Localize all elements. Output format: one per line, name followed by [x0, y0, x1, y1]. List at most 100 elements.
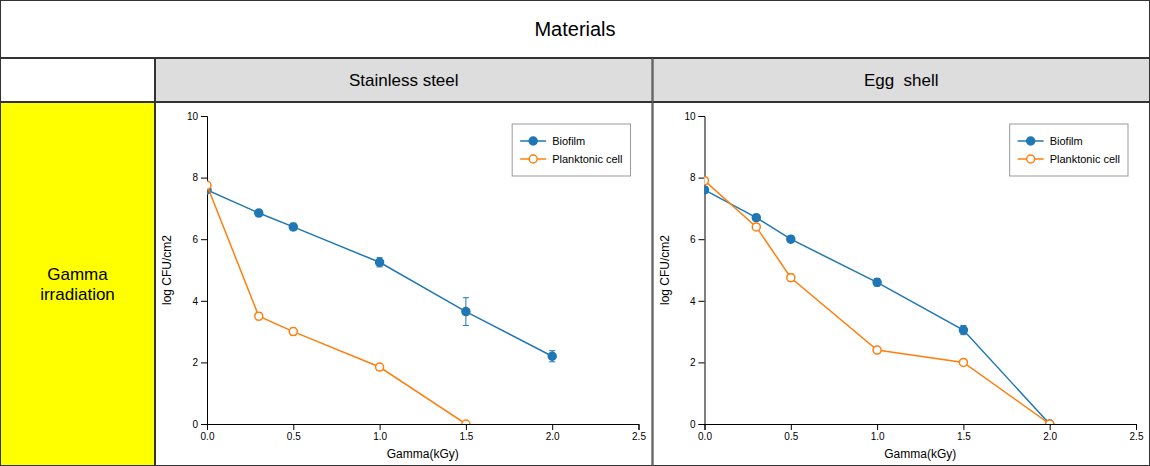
- marker: [255, 312, 263, 320]
- tick-label: 2: [690, 357, 696, 368]
- line: [207, 185, 466, 424]
- line: [705, 190, 1050, 424]
- marker: [255, 209, 263, 217]
- marker: [959, 358, 967, 366]
- tick-label: 10: [684, 111, 696, 122]
- tick-label: 1.5: [957, 431, 971, 442]
- line: [207, 190, 552, 356]
- tick-mark: [791, 424, 792, 430]
- tick-mark: [963, 424, 964, 430]
- error-bar: [256, 210, 262, 216]
- series: [705, 186, 1054, 424]
- marker: [289, 328, 297, 336]
- tick: 2: [690, 357, 705, 368]
- legend-swatch: [529, 137, 537, 145]
- x-axis: 0.0 0.5 1.0 1.5 2.0 2.5: [698, 424, 1144, 442]
- tick: 1.0: [871, 424, 885, 442]
- error-bar: [377, 364, 383, 370]
- legend-swatch: [1027, 155, 1035, 163]
- tick: 2.5: [632, 424, 646, 442]
- legend-frame: [1010, 124, 1128, 176]
- x-axis-title: Gamma(kGy): [387, 447, 459, 461]
- legend-label: Planktonic cell: [552, 153, 622, 165]
- error-bar: [788, 274, 794, 281]
- marker: [462, 420, 470, 424]
- tick: 1.5: [957, 424, 971, 442]
- tick: 0.5: [784, 424, 798, 442]
- tick-label: 2.5: [1130, 431, 1144, 442]
- axis-line: [699, 117, 706, 425]
- tick-mark: [201, 239, 207, 240]
- panel-title: Stainless steel: [349, 71, 459, 90]
- plot: 0.00.51.01.52.02.50246810Gamma(kGy)log C…: [160, 111, 646, 461]
- tick: 2: [192, 357, 207, 368]
- error-bar: [874, 279, 880, 286]
- tick-label: 8: [690, 172, 696, 183]
- marker: [289, 223, 297, 231]
- error-bar: [960, 325, 966, 334]
- tick-mark: [699, 362, 705, 363]
- tick: 2.0: [546, 424, 560, 442]
- table-cell: [653, 103, 1150, 466]
- tick-label: 1.5: [459, 431, 473, 442]
- error-bar: [463, 298, 469, 326]
- legend-label: Planktonic cell: [1050, 153, 1120, 165]
- error-bar: [207, 182, 210, 188]
- line: [705, 181, 1050, 424]
- tick: 0.0: [698, 424, 712, 442]
- legend-frame: [512, 124, 630, 176]
- error-bar: [549, 351, 555, 362]
- marker: [705, 186, 709, 194]
- table-cell: [156, 103, 653, 466]
- tick-label: 0: [690, 419, 696, 430]
- error-bar: [377, 258, 383, 267]
- error-bar: [753, 224, 759, 230]
- tick-mark: [201, 178, 207, 179]
- tick-mark: [699, 301, 705, 302]
- tick: 10: [684, 111, 704, 122]
- tick-label: 0.5: [287, 431, 301, 442]
- marker: [207, 181, 211, 189]
- figure: MaterialsGammairradiationStainless steel…: [0, 0, 1150, 466]
- marker: [752, 214, 760, 222]
- error-bar: [960, 359, 966, 365]
- tick-mark: [639, 424, 640, 430]
- tick-mark: [201, 424, 207, 425]
- legend-label: Biofilm: [552, 135, 585, 147]
- plot: 0.00.51.01.52.02.50246810Gamma(kGy)log C…: [658, 111, 1144, 461]
- tick-label: 0: [192, 419, 198, 430]
- tick-mark: [466, 424, 467, 430]
- error-bar: [256, 313, 262, 320]
- tick: 2.0: [1043, 424, 1057, 442]
- tick-mark: [699, 239, 705, 240]
- tick-mark: [201, 116, 207, 117]
- y-axis-title: log CFU/cm2: [160, 235, 174, 305]
- table-cell: [1, 1, 1150, 58]
- tick-mark: [201, 301, 207, 302]
- legend-swatch: [529, 155, 537, 163]
- marker: [1046, 420, 1054, 424]
- error-bar: [788, 236, 794, 242]
- tick-label: 6: [192, 234, 198, 245]
- table-cell: [1, 103, 155, 466]
- legend: Biofilm Planktonic cell: [512, 124, 630, 176]
- error-bar: [290, 223, 296, 230]
- tick: 4: [690, 296, 705, 307]
- y-axis: 0246810: [684, 111, 705, 430]
- marker: [787, 274, 795, 282]
- series: [207, 181, 470, 424]
- tick-mark: [699, 424, 705, 425]
- marker: [873, 346, 881, 354]
- legend: BiofilmPlanktonic cell: [1010, 124, 1128, 176]
- tick: 10: [187, 111, 207, 122]
- tick: 0: [690, 419, 705, 430]
- tick-mark: [1050, 424, 1051, 430]
- tick-mark: [699, 116, 705, 117]
- tick-mark: [380, 424, 381, 430]
- axis-line: [705, 425, 1137, 431]
- tick: 6: [192, 234, 207, 245]
- marker: [752, 223, 760, 231]
- marker: [959, 326, 967, 334]
- error-bar: [705, 178, 708, 184]
- marker: [376, 258, 384, 266]
